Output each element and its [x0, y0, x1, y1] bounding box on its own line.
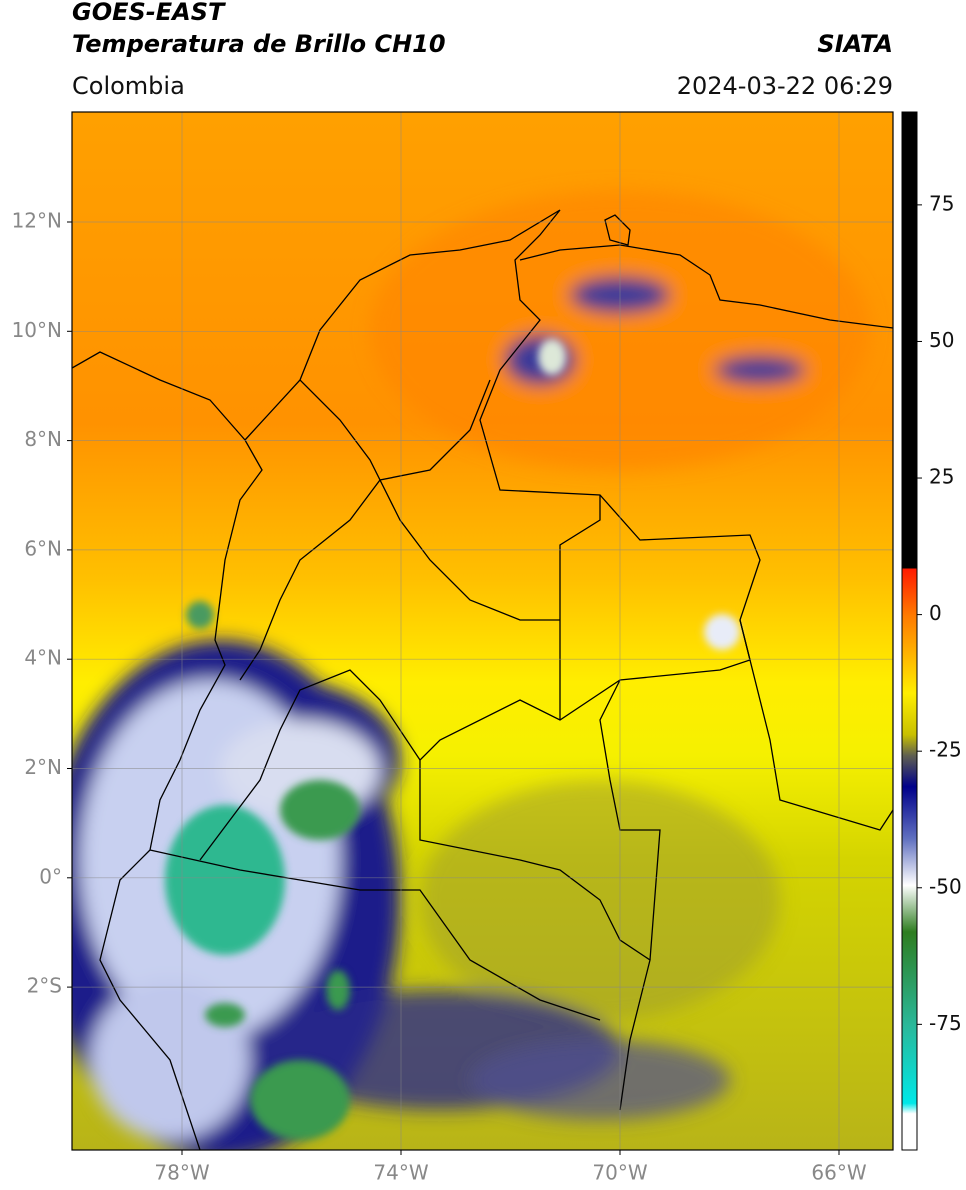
colorbar-label: -50 [929, 874, 962, 898]
lon-label: 78°W [154, 1161, 209, 1185]
satellite-image [72, 112, 893, 1150]
lat-label: 6°N [24, 536, 62, 560]
colorbar-label: -25 [929, 738, 962, 762]
lat-label: 10°N [12, 318, 62, 342]
source: SIATA [817, 30, 893, 58]
map-frame [71, 111, 894, 1151]
colorbar-label: 50 [929, 328, 954, 352]
colorbar-label: -75 [929, 1011, 962, 1035]
colorbar-label: 75 [929, 191, 954, 215]
lon-label: 66°W [811, 1161, 866, 1185]
lon-label: 74°W [373, 1161, 428, 1185]
lat-label: 2°S [27, 974, 62, 998]
colorbar [901, 111, 918, 1151]
title: GOES-EAST [72, 0, 226, 26]
lat-label: 2°N [24, 755, 62, 779]
lon-label: 70°W [592, 1161, 647, 1185]
lat-label: 12°N [12, 209, 62, 233]
lat-label: 8°N [24, 427, 62, 451]
timestamp: 2024-03-22 06:29 [677, 72, 893, 100]
subtitle: Temperatura de Brillo CH10 [72, 30, 446, 58]
colorbar-label: 0 [929, 601, 942, 625]
graticule [72, 112, 893, 1150]
colorbar-label: 25 [929, 465, 954, 489]
region: Colombia [72, 72, 185, 100]
lat-label: 4°N [24, 646, 62, 670]
lat-label: 0° [39, 864, 62, 888]
